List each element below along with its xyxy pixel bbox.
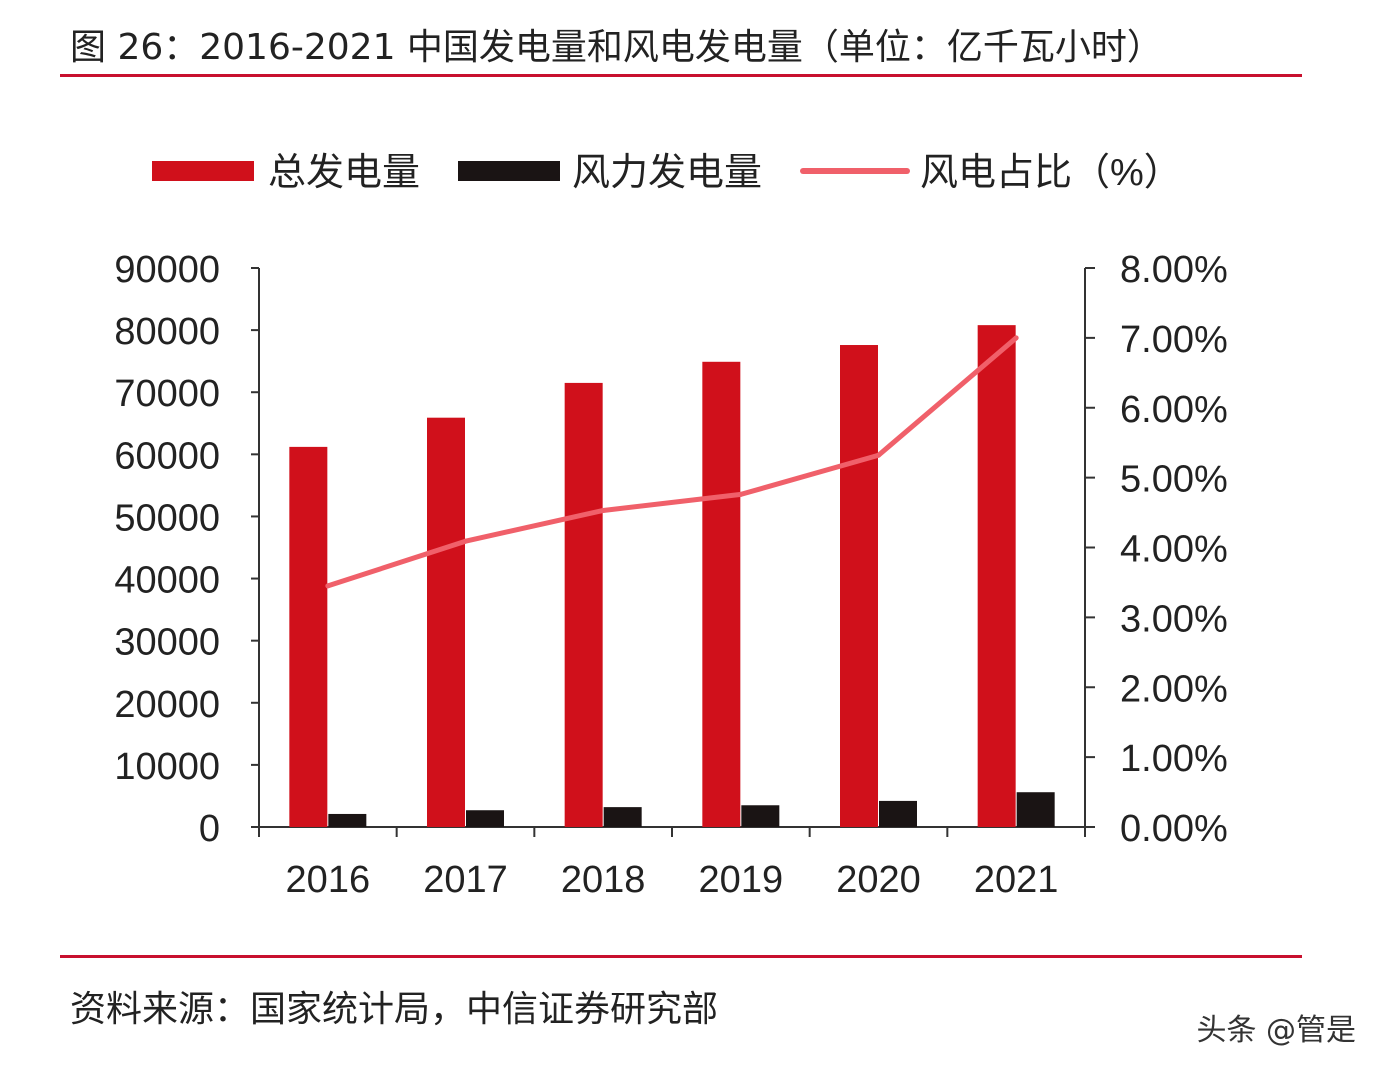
right-tick-label: 1.00%: [1120, 738, 1228, 780]
left-tick-label: 70000: [114, 373, 220, 415]
bar-total-2021: [977, 325, 1016, 827]
bar-wind-2017: [466, 810, 504, 827]
left-tick-label: 90000: [114, 249, 220, 291]
right-tick-label: 4.00%: [1120, 529, 1228, 571]
source-note: 资料来源：国家统计局，中信证券研究部: [70, 989, 719, 1030]
x-tick-label: 2019: [699, 859, 784, 901]
bars: [289, 325, 1055, 827]
bar-wind-2016: [328, 813, 367, 827]
x-tick-label: 2020: [836, 859, 921, 901]
right-tick-label: 8.00%: [1120, 249, 1228, 291]
x-tick-label: 2017: [423, 859, 508, 901]
line-series: [325, 335, 1019, 589]
legend: 总发电量 风力发电量 风电占比（%）: [152, 152, 1182, 194]
watermark: 头条 @管是: [1196, 1013, 1356, 1048]
left-tick-label: 80000: [114, 311, 220, 353]
legend-label-2: 风电占比（%）: [920, 152, 1182, 194]
left-tick-label: 20000: [114, 684, 220, 726]
x-tick-label: 2018: [561, 859, 646, 901]
right-tick-label: 6.00%: [1120, 389, 1228, 431]
right-tick-label: 7.00%: [1120, 319, 1228, 361]
chart-title: 图 26：2016-2021 中国发电量和风电发电量（单位：亿千瓦小时）: [70, 27, 1163, 68]
bar-total-2019: [702, 361, 741, 827]
right-tick-label: 3.00%: [1120, 598, 1228, 640]
share-point-2018: [600, 507, 606, 513]
share-line: [327, 335, 1018, 589]
legend-swatch-1: [458, 161, 560, 181]
bar-wind-2018: [603, 807, 642, 827]
left-tick-label: 40000: [114, 560, 220, 602]
bar-wind-2020: [879, 800, 917, 827]
source-rule: [60, 955, 1302, 958]
right-tick-label: 0.00%: [1120, 808, 1228, 850]
left-tick-label: 50000: [114, 497, 220, 539]
share-point-2017: [463, 538, 468, 544]
legend-label-1: 风力发电量: [572, 152, 762, 194]
right-tick-label: 2.00%: [1120, 668, 1228, 710]
bar-total-2017: [427, 417, 465, 827]
bar-total-2020: [840, 345, 878, 827]
title-rule: [60, 74, 1302, 77]
share-point-2019: [738, 491, 744, 497]
x-tick-label: 2021: [974, 859, 1059, 901]
right-tick-label: 5.00%: [1120, 459, 1228, 501]
x-tick-label: 2016: [286, 859, 371, 901]
bar-total-2018: [564, 382, 603, 827]
left-tick-label: 0: [199, 808, 220, 850]
legend-swatch-0: [152, 161, 254, 181]
left-tick-label: 30000: [114, 622, 220, 664]
left-tick-label: 60000: [114, 435, 220, 477]
legend-label-0: 总发电量: [268, 152, 420, 194]
bar-wind-2021: [1016, 792, 1055, 827]
bar-total-2016: [289, 446, 328, 827]
share-point-2020: [876, 452, 881, 458]
share-point-2021: [1013, 335, 1019, 341]
bar-wind-2019: [741, 805, 780, 827]
share-point-2016: [325, 583, 331, 589]
left-tick-label: 10000: [114, 746, 220, 788]
axes: 0 10000 20000 30000 40000 50000 60000 70000 8000…: [114, 249, 1227, 901]
